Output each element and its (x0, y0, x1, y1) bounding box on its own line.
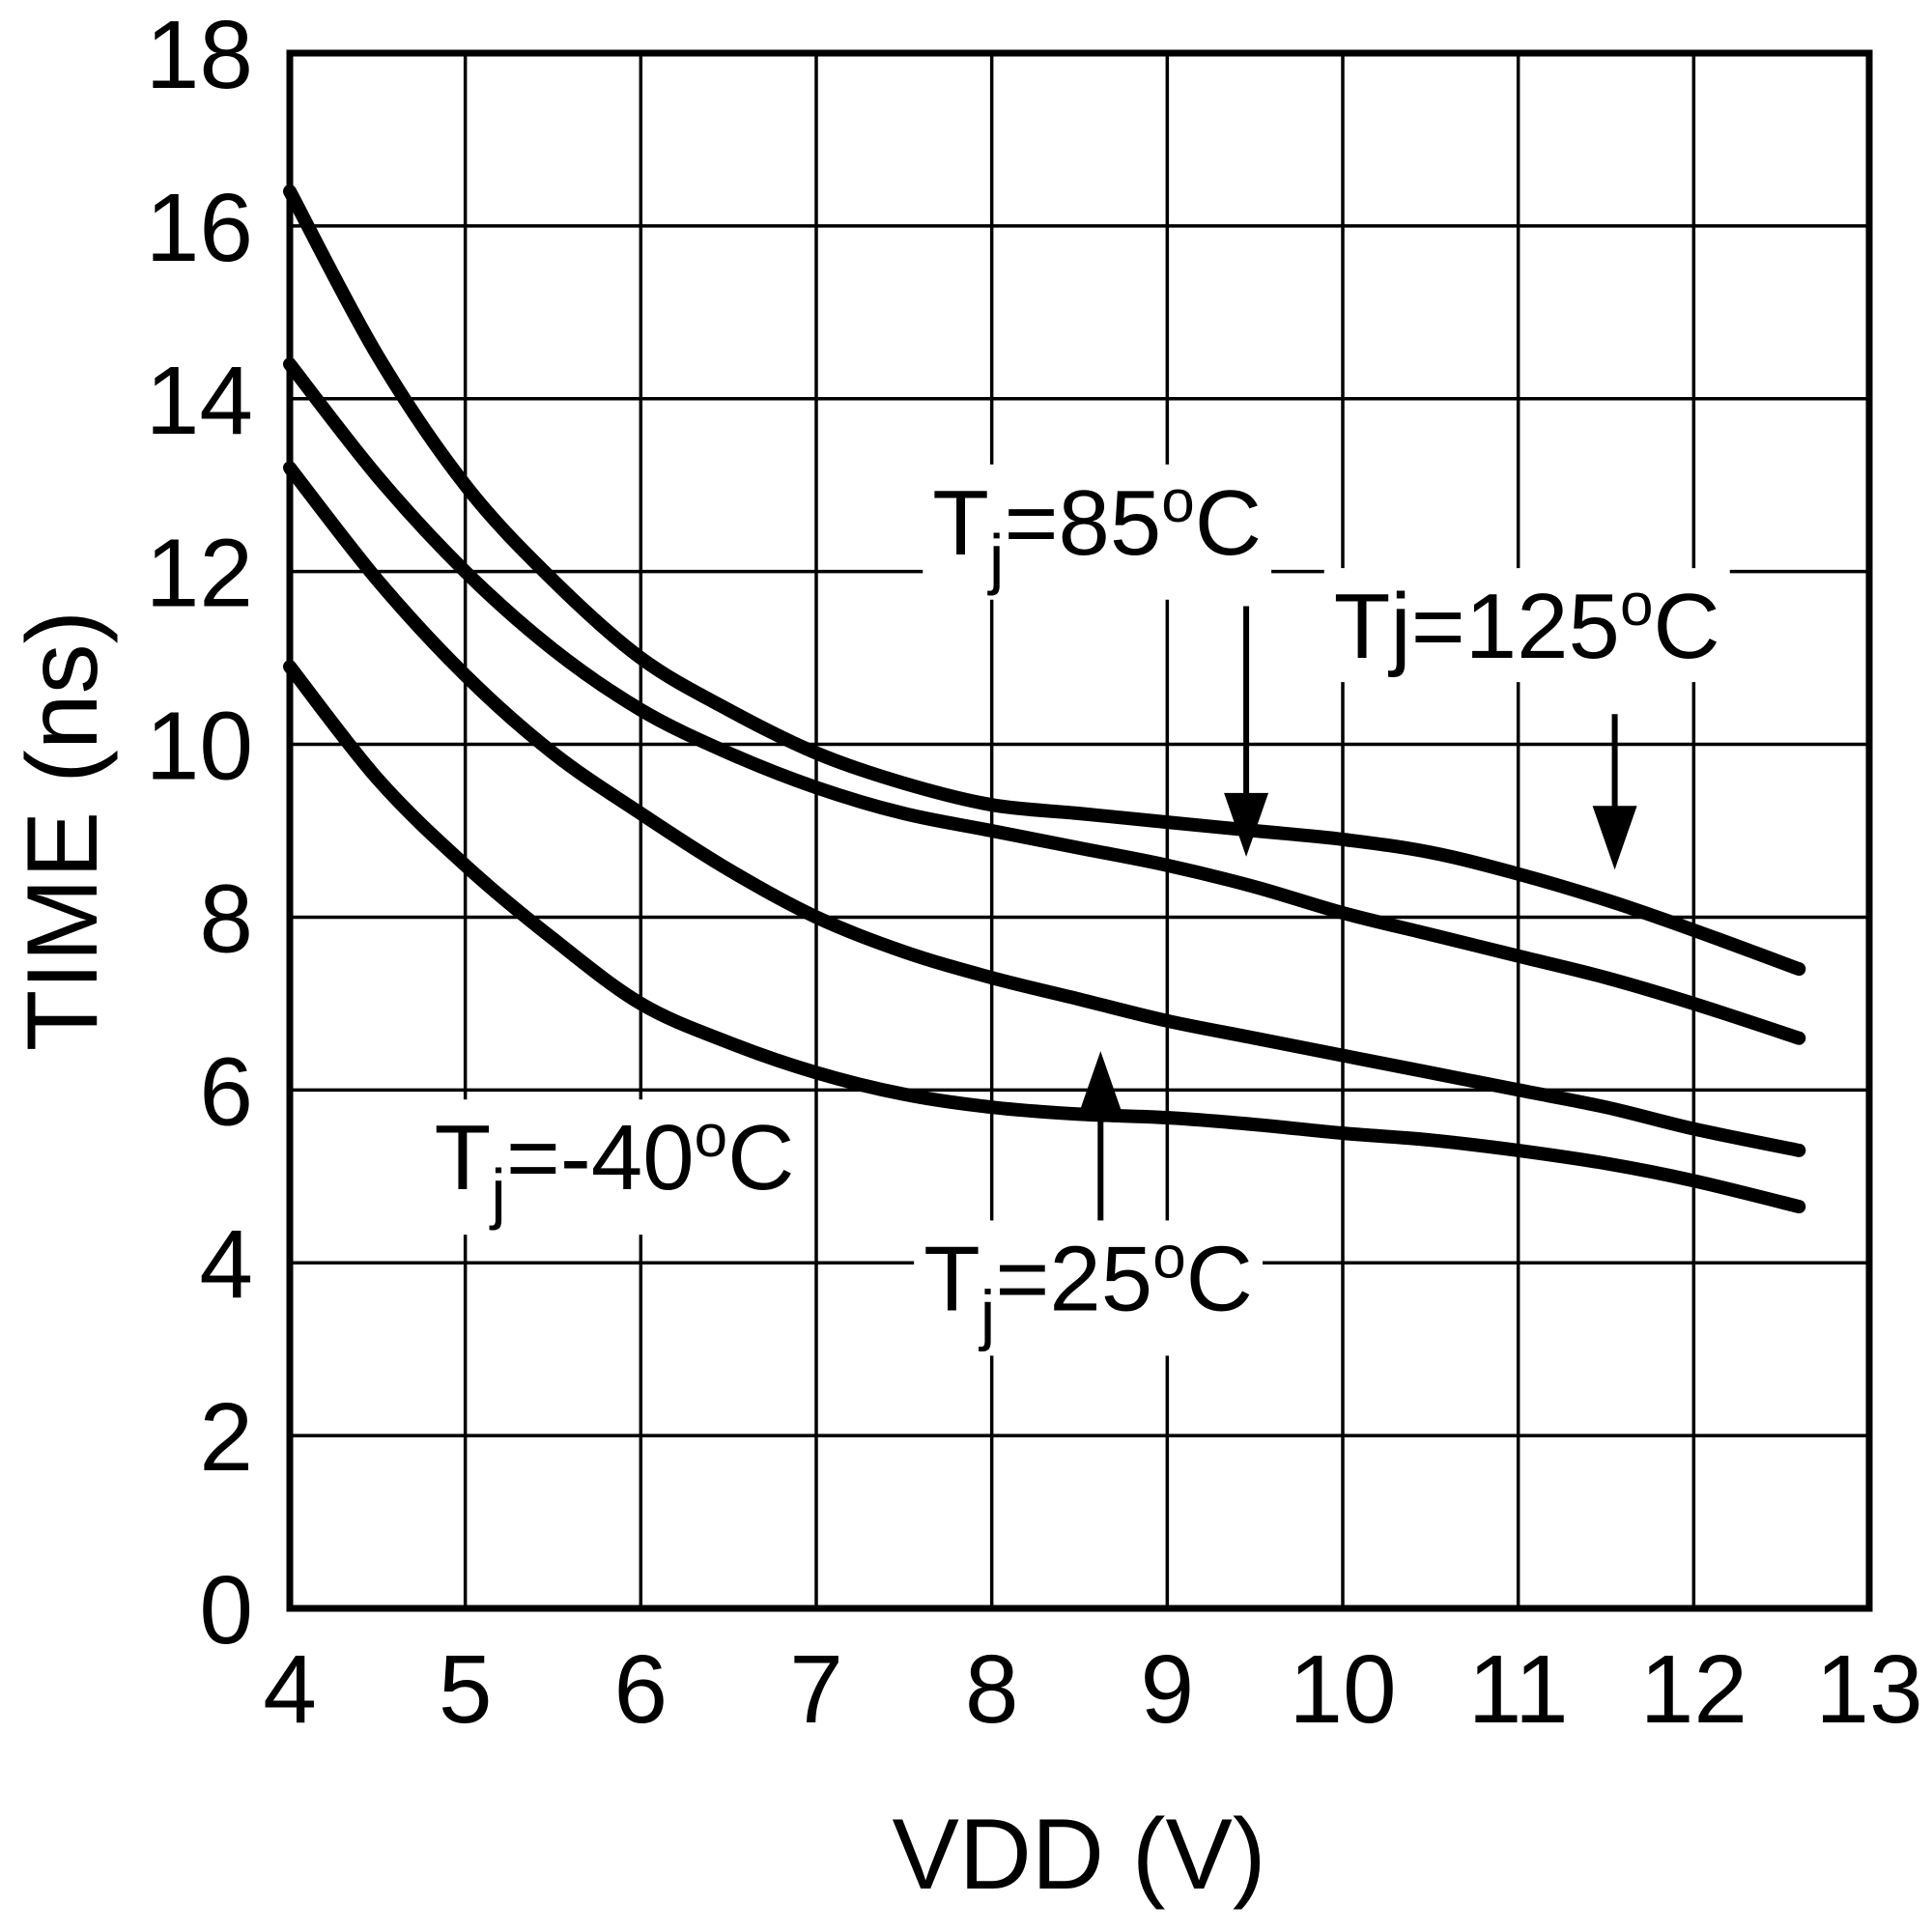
x-tick-label: 5 (439, 1635, 493, 1744)
arrow-head (1592, 806, 1637, 870)
x-tick-label: 7 (789, 1635, 843, 1744)
y-tick-label: 4 (199, 1210, 253, 1319)
y-tick-label: 6 (199, 1037, 253, 1146)
y-tick-label: 0 (199, 1556, 253, 1664)
y-tick-label: 16 (146, 174, 253, 282)
y-tick-label: 14 (146, 347, 253, 455)
curve-tj-125c (283, 185, 1806, 977)
y-tick-label: 12 (146, 520, 253, 628)
plot-frame (286, 49, 1873, 1612)
arrow-head (1078, 1051, 1123, 1116)
curve-tj-minus40c (283, 660, 1806, 1214)
y-tick-label: 8 (199, 865, 253, 973)
label-tj-125c-arrow (1592, 714, 1637, 870)
curve-tj-25c (283, 461, 1806, 1157)
label-tj-125c-backdrop (1323, 568, 1730, 683)
label-tj-85c: Tj=85oC (932, 469, 1262, 596)
x-tick-label: 13 (1815, 1635, 1922, 1744)
label-tj-25c: Tj=25oC (923, 1224, 1253, 1351)
x-tick-label: 9 (1141, 1635, 1195, 1744)
label-tj-minus40c-backdrop (424, 1099, 805, 1236)
x-tick-label: 4 (263, 1635, 317, 1744)
x-axis-label: VDD (V) (892, 1799, 1265, 1911)
arrow-head (1224, 792, 1269, 857)
label-tj-85c-backdrop (923, 464, 1272, 600)
x-tick-label: 6 (614, 1635, 668, 1744)
label-tj-25c-backdrop (914, 1220, 1264, 1356)
x-tick-label: 12 (1640, 1635, 1747, 1744)
curve-tj-85c (283, 357, 1806, 1045)
y-tick-label: 10 (146, 693, 253, 801)
label-tj-25c-arrow (1078, 1051, 1123, 1229)
x-tick-label: 10 (1289, 1635, 1396, 1744)
label-tj-85c-arrow (1224, 606, 1269, 857)
y-tick-label: 2 (199, 1383, 253, 1492)
x-tick-label: 8 (965, 1635, 1019, 1744)
y-tick-label: 18 (146, 1, 253, 109)
label-tj-125c: Tj=125oC (1334, 572, 1720, 678)
x-tick-label: 11 (1468, 1635, 1569, 1744)
y-axis-label: TIME (ns) (7, 611, 119, 1051)
gridlines (290, 53, 1869, 1608)
label-tj-minus40c: Tj=-40oC (435, 1103, 795, 1231)
